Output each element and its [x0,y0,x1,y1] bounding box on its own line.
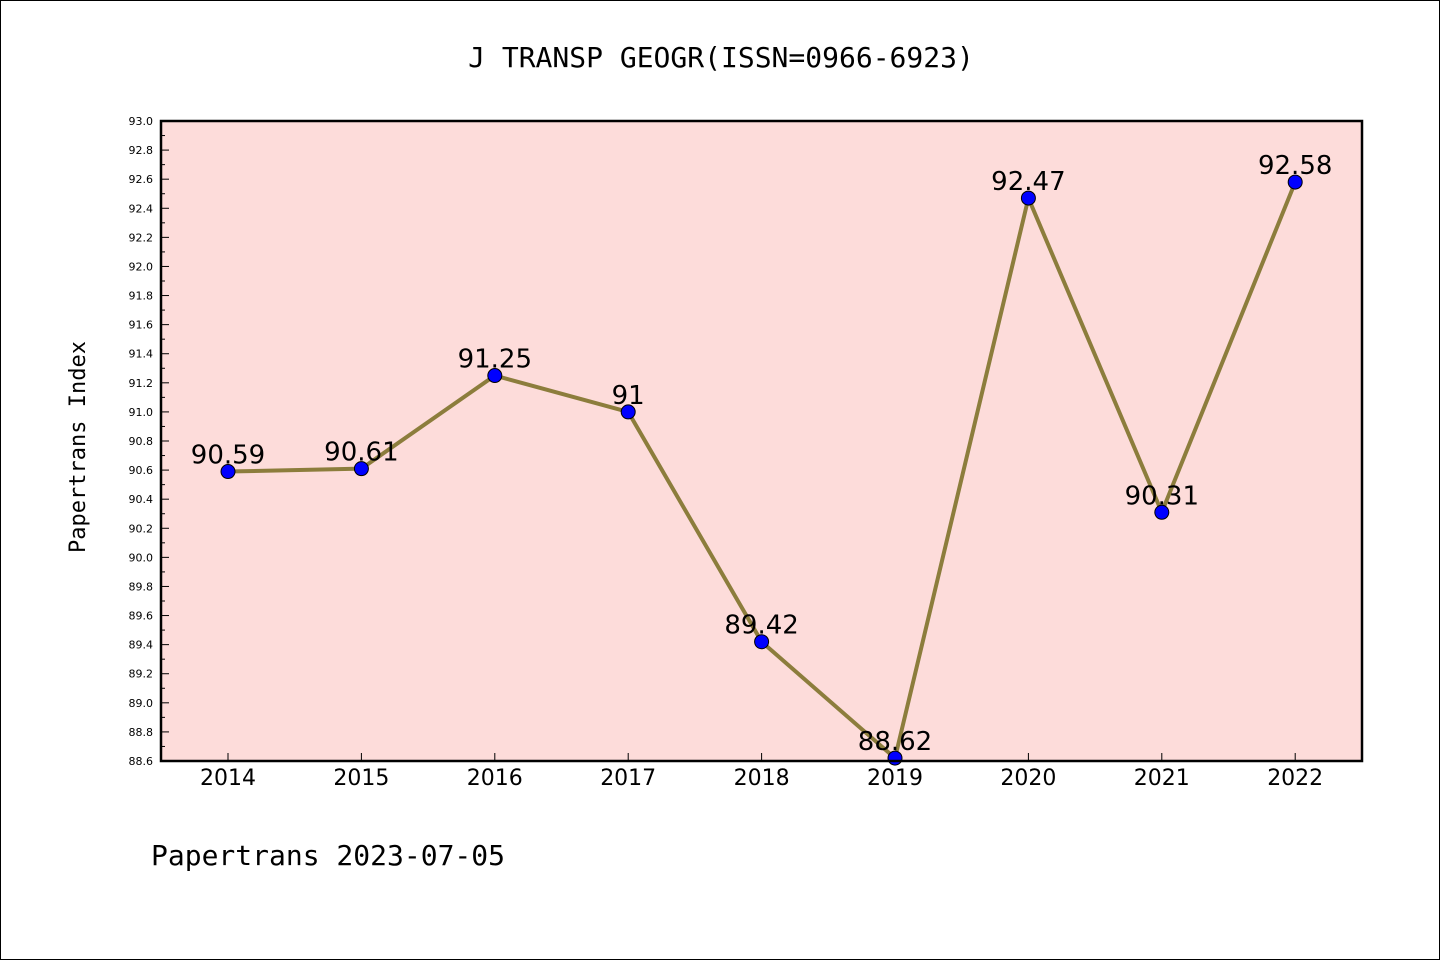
y-axis-label: Papertrans Index [66,341,91,553]
y-tick-label: 91.4 [129,348,154,361]
data-label: 90.61 [324,438,398,468]
y-tick-label: 92.0 [129,260,154,273]
y-tick-label: 89.6 [129,610,154,623]
plot-area [161,121,1362,761]
x-tick-label: 2018 [734,766,790,791]
x-axis: 2014 2015 2016 2017 2018 2019 2020 2021 2022 [200,753,1323,791]
x-tick-label: 2015 [333,766,389,791]
data-point [620,404,636,420]
data-point [1154,504,1170,520]
y-tick-label: 93.0 [129,115,154,128]
data-label: 90.59 [191,441,265,471]
data-label: 90.31 [1125,481,1199,511]
footer-text: Papertrans 2023-07-05 [151,839,505,872]
y-tick-label: 90.0 [129,551,154,564]
y-tick-label: 88.8 [129,726,154,739]
data-label: 92.47 [991,167,1065,197]
y-tick-label: 91.8 [129,290,154,303]
x-tick-label: 2019 [867,766,923,791]
x-tick-label: 2014 [200,766,256,791]
y-tick-label: 92.4 [129,202,154,215]
y-tick-label: 90.4 [129,493,154,506]
x-tick-label: 2016 [467,766,523,791]
y-tick-label: 89.4 [129,639,154,652]
y-tick-label: 89.8 [129,580,154,593]
data-label: 89.42 [724,611,798,641]
y-axis: 88.6 88.8 89.0 89.2 89.4 89.6 89.8 90.0 90.2 90.4… [129,115,169,768]
data-label: 91 [612,381,645,411]
x-tick-label: 2020 [1000,766,1056,791]
series-line: 90.59 90.61 91.25 91 89.42 88.62 92.47 90.31 92.… [191,151,1332,766]
data-point [487,368,503,384]
y-tick-label: 89.0 [129,697,154,710]
y-tick-label: 90.2 [129,522,154,535]
chart-title: J TRANSP GEOGR(ISSN=0966-6923) [468,41,974,74]
y-tick-label: 91.0 [129,406,154,419]
x-tick-label: 2017 [600,766,656,791]
x-tick-label: 2022 [1267,766,1323,791]
data-point [1020,190,1036,206]
y-tick-label: 92.2 [129,231,154,244]
plot-border [159,119,1364,763]
data-label: 91.25 [458,345,532,375]
y-tick-label: 90.8 [129,435,154,448]
y-tick-label: 91.2 [129,377,154,390]
data-point [1287,174,1303,190]
y-tick-label: 92.8 [129,144,154,157]
x-tick-label: 2021 [1134,766,1190,791]
data-point [220,464,236,480]
y-tick-label: 92.6 [129,173,154,186]
y-tick-label: 89.2 [129,668,154,681]
data-point [353,461,369,477]
y-tick-label: 90.6 [129,464,154,477]
y-tick-label: 88.6 [129,755,154,768]
data-label: 92.58 [1258,151,1332,181]
data-label: 88.62 [858,727,932,757]
y-tick-label: 91.6 [129,319,154,332]
data-point [754,634,770,650]
